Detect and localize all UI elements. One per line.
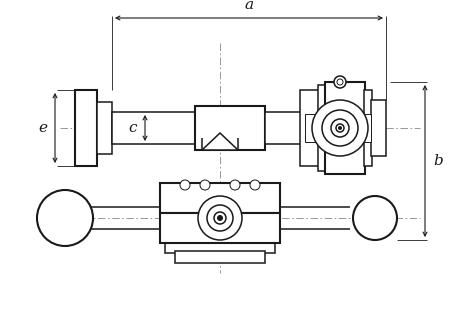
Text: c: c bbox=[129, 121, 137, 135]
Bar bbox=[364, 90, 372, 166]
Circle shape bbox=[198, 196, 242, 240]
Circle shape bbox=[337, 79, 343, 85]
Bar bbox=[160, 183, 280, 213]
Circle shape bbox=[312, 100, 368, 156]
Circle shape bbox=[353, 196, 397, 240]
Circle shape bbox=[217, 215, 222, 220]
Bar bbox=[318, 85, 326, 171]
Text: e: e bbox=[39, 121, 48, 135]
Circle shape bbox=[331, 119, 349, 137]
Bar bbox=[97, 102, 112, 154]
Circle shape bbox=[336, 124, 344, 132]
Bar bbox=[305, 114, 371, 142]
Circle shape bbox=[37, 190, 93, 246]
Bar bbox=[160, 213, 280, 243]
Bar bbox=[112, 112, 195, 144]
Text: a: a bbox=[244, 0, 253, 12]
Circle shape bbox=[322, 110, 358, 146]
Text: b: b bbox=[433, 154, 443, 168]
Circle shape bbox=[334, 76, 346, 88]
Circle shape bbox=[207, 205, 233, 231]
Polygon shape bbox=[202, 133, 238, 150]
Bar bbox=[175, 251, 265, 263]
Bar bbox=[265, 112, 305, 144]
Circle shape bbox=[338, 126, 342, 130]
Bar bbox=[195, 106, 265, 150]
Bar bbox=[300, 90, 320, 166]
Circle shape bbox=[230, 180, 240, 190]
Bar bbox=[325, 82, 365, 174]
Bar bbox=[165, 183, 275, 203]
Bar bbox=[165, 233, 275, 253]
Bar bbox=[75, 90, 97, 166]
Circle shape bbox=[214, 212, 226, 224]
Circle shape bbox=[180, 180, 190, 190]
Circle shape bbox=[200, 180, 210, 190]
Circle shape bbox=[250, 180, 260, 190]
Bar bbox=[371, 100, 386, 156]
